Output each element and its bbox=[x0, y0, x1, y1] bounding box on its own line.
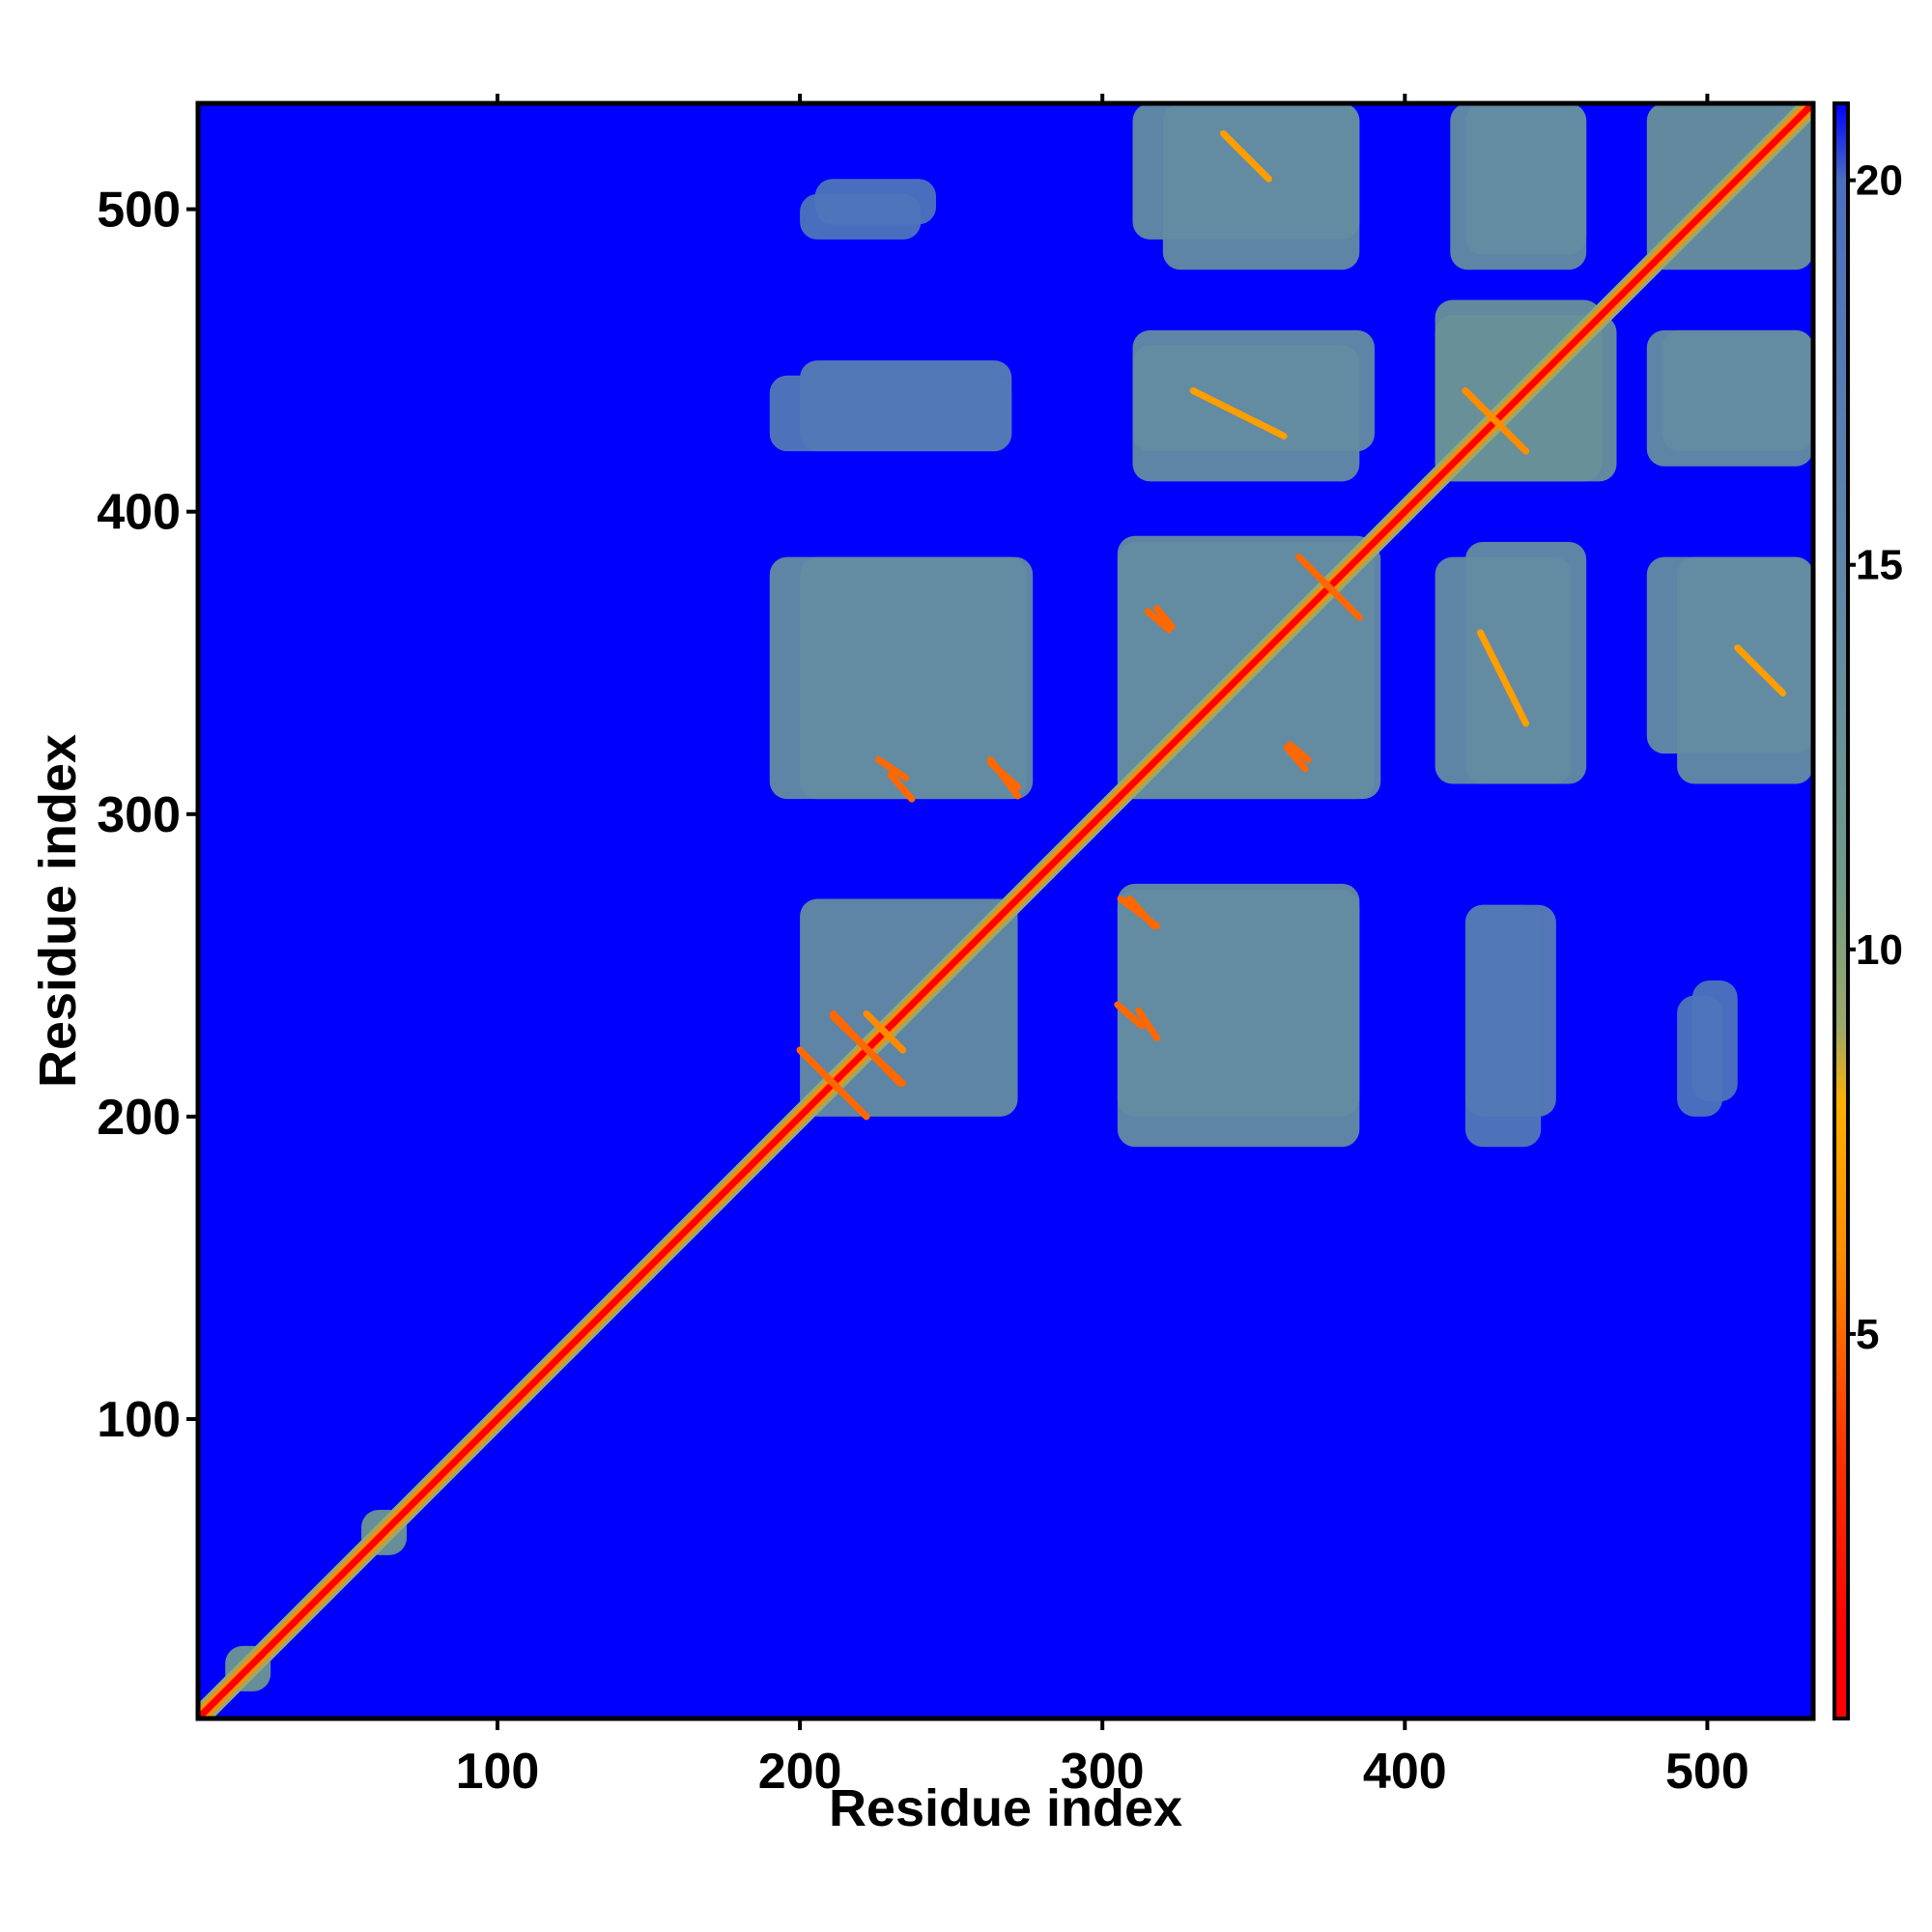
contact-block-6 bbox=[1132, 329, 1375, 452]
diagonal-core bbox=[198, 103, 1813, 1719]
y-tick-label-500: 500 bbox=[97, 183, 181, 239]
contact-line-5-mirror bbox=[986, 755, 1022, 800]
y-axis-ticks: 100 200 300 400 500 bbox=[97, 183, 198, 1448]
contact-line-0-mirror bbox=[796, 1046, 870, 1121]
contact-line-8 bbox=[1144, 608, 1173, 634]
contact-block-10 bbox=[1162, 103, 1360, 270]
contact-block-6-mirror bbox=[1464, 542, 1587, 784]
x-tick-label-500: 500 bbox=[1665, 1744, 1749, 1800]
contact-line-9 bbox=[1286, 741, 1312, 763]
contact-block-15 bbox=[814, 179, 936, 225]
y-tick-label-300: 300 bbox=[97, 787, 181, 843]
x-tick-label-300: 300 bbox=[1061, 1744, 1145, 1800]
x-axis-ticks: 100 200 300 400 500 bbox=[456, 94, 1749, 1800]
contact-block-2 bbox=[800, 556, 1034, 800]
contact-line-5 bbox=[1117, 895, 1161, 930]
y-axis-title: Residue index bbox=[29, 734, 87, 1088]
contact-block-2-mirror bbox=[1117, 883, 1360, 1117]
colorbar-tick-label-15: 15 bbox=[1856, 542, 1903, 589]
contact-line-1-mirror bbox=[830, 1013, 907, 1087]
contact-line-2-mirror bbox=[863, 1009, 907, 1054]
contact-line-6-mirror bbox=[887, 771, 916, 803]
contact-block-13 bbox=[1464, 904, 1542, 1148]
colorbar-tick-label-20: 20 bbox=[1856, 157, 1903, 205]
contact-block-10-mirror bbox=[1646, 556, 1813, 754]
contact-line-12-mirror bbox=[1219, 129, 1272, 183]
y-tick-label-200: 200 bbox=[97, 1090, 181, 1146]
contact-line-10-mirror bbox=[1189, 386, 1288, 440]
x-tick-label-400: 400 bbox=[1363, 1744, 1447, 1800]
contact-line-7-mirror bbox=[1304, 562, 1363, 621]
contact-block-13-mirror bbox=[769, 375, 1012, 452]
contact-block-15-mirror bbox=[1691, 980, 1738, 1102]
contact-line-3 bbox=[874, 755, 910, 781]
contact-line-8-mirror bbox=[1283, 744, 1309, 773]
heatmap-cells bbox=[198, 103, 1813, 1719]
plot-frame bbox=[195, 100, 1816, 1721]
contact-line-10 bbox=[1477, 629, 1530, 727]
contact-line-11-mirror bbox=[1462, 386, 1530, 455]
colorbar-tick-label-10: 10 bbox=[1856, 926, 1903, 974]
x-tick-label-100: 100 bbox=[456, 1744, 540, 1800]
colorbar bbox=[1833, 101, 1850, 1720]
colorbar-ticks: 5 10 15 20 bbox=[1848, 157, 1903, 1358]
contact-line-6 bbox=[1114, 1001, 1146, 1030]
contact-block-11 bbox=[1450, 103, 1587, 270]
y-tick-label-400: 400 bbox=[97, 485, 181, 541]
colorbar-tick-label-5: 5 bbox=[1856, 1311, 1879, 1358]
contact-line-9-mirror bbox=[1153, 605, 1176, 631]
x-tick-label-200: 200 bbox=[758, 1744, 842, 1800]
contact-line-3-mirror bbox=[1135, 1007, 1161, 1042]
contact-block-11-mirror bbox=[1646, 329, 1813, 467]
contact-line-12 bbox=[1734, 644, 1787, 697]
y-tick-label-100: 100 bbox=[97, 1392, 181, 1448]
x-axis-title: Residue index bbox=[829, 1779, 1182, 1837]
